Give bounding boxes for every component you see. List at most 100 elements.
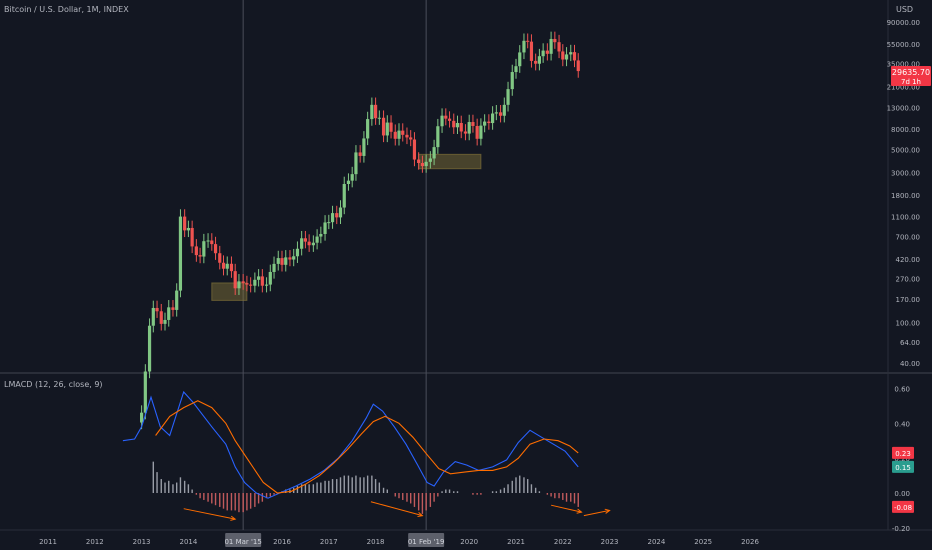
candle-down	[171, 307, 175, 310]
candle-up	[491, 113, 495, 124]
candle-down	[572, 52, 577, 61]
indicator-tick-label: 0.20	[894, 455, 910, 463]
time-tick-label: 2022	[554, 538, 572, 546]
candle-down	[475, 125, 479, 139]
time-tick-label: 2013	[133, 538, 151, 546]
candle-down	[393, 131, 397, 139]
candle-up	[370, 104, 374, 120]
candle-up	[483, 121, 487, 126]
candle-up	[284, 257, 288, 265]
candle-down	[561, 51, 565, 60]
price-tick-label: 64.00	[900, 339, 920, 347]
indicator-badge	[892, 500, 914, 513]
candle-up	[178, 216, 183, 291]
candle-down	[159, 311, 163, 324]
time-marker-badge	[408, 533, 445, 547]
candle-up	[338, 207, 343, 218]
candle-up	[346, 180, 351, 184]
chart-title: Bitcoin / U.S. Dollar, 1M, INDEX	[4, 5, 129, 14]
candle-down	[155, 307, 159, 312]
candle-up	[300, 238, 304, 249]
candle-down	[498, 112, 503, 116]
time-tick-label: 2014	[179, 538, 197, 546]
candle-up	[385, 122, 389, 136]
candle-down	[526, 40, 530, 42]
currency-label: USD	[896, 5, 913, 14]
candle-up	[147, 325, 152, 372]
candle-up	[143, 371, 147, 413]
candle-down	[401, 130, 405, 135]
candle-down	[463, 131, 468, 134]
candle-up	[342, 183, 346, 208]
candle-down	[213, 244, 218, 254]
time-tick-label: 2025	[694, 538, 712, 546]
time-tick-label: 2012	[86, 538, 104, 546]
candle-down	[245, 283, 249, 285]
candle-up	[424, 161, 428, 167]
divergence-arrow-head	[604, 508, 611, 514]
candle-down	[233, 271, 237, 289]
candle-down	[529, 41, 534, 61]
last-price-label: 29635.70	[892, 68, 930, 77]
candle-down	[229, 263, 234, 272]
candle-up	[225, 263, 229, 269]
time-tick-label: 2016	[273, 538, 291, 546]
indicator-tick-label: 0.60	[894, 385, 910, 393]
candle-up	[518, 52, 522, 67]
candle-up	[167, 307, 171, 320]
candle-up	[163, 319, 167, 324]
candle-up	[510, 72, 514, 90]
candle-up	[272, 263, 276, 272]
candle-up	[315, 236, 319, 243]
candle-up	[295, 248, 300, 257]
price-tick-label: 40.00	[900, 360, 920, 368]
price-tick-label: 21000.00	[887, 83, 920, 91]
indicator-badge	[892, 446, 914, 459]
candle-down	[190, 227, 194, 247]
candle-down	[374, 104, 378, 119]
candle-down	[381, 117, 386, 136]
candle-up	[564, 54, 569, 60]
candle-down	[358, 152, 362, 156]
price-tick-label: 8000.00	[891, 126, 920, 134]
divergence-arrow	[583, 509, 610, 517]
candle-down	[249, 284, 253, 286]
indicator-badge-label: -0.08	[894, 504, 912, 512]
time-tick-label: 2026	[741, 538, 759, 546]
time-marker-label: 01 Mar '15	[224, 538, 261, 546]
candle-up	[506, 89, 510, 105]
candle-down	[389, 122, 393, 132]
candle-up	[522, 40, 526, 53]
candle-up	[276, 258, 280, 264]
price-tick-label: 3000.00	[891, 169, 920, 177]
divergence-arrow-head	[417, 511, 424, 518]
indicator-tick-label: -0.20	[892, 525, 910, 533]
price-tick-label: 35000.00	[887, 61, 920, 69]
candle-up	[455, 122, 460, 128]
candle-up	[319, 233, 323, 237]
candle-down	[288, 257, 292, 260]
candle-up	[436, 126, 440, 148]
candle-down	[280, 258, 284, 265]
indicator-badge-label: 0.15	[895, 464, 911, 472]
divergence-arrow	[183, 508, 236, 520]
candle-down	[534, 60, 538, 64]
candle-up	[237, 281, 241, 289]
candle-up	[292, 256, 296, 260]
price-tick-label: 100.00	[896, 320, 921, 328]
indicator-badge-label: 0.23	[895, 450, 911, 458]
support-zone	[211, 282, 248, 301]
candle-down	[444, 115, 448, 119]
candle-down	[447, 118, 452, 121]
candle-up	[502, 104, 506, 116]
candle-down	[417, 159, 421, 163]
indicator-badge	[892, 460, 914, 473]
candle-up	[202, 241, 206, 257]
candle-up	[569, 52, 573, 55]
candle-down	[452, 120, 456, 128]
candle-down	[307, 241, 311, 246]
candle-up	[350, 174, 354, 181]
candle-down	[471, 122, 475, 126]
signal-line	[155, 400, 579, 494]
